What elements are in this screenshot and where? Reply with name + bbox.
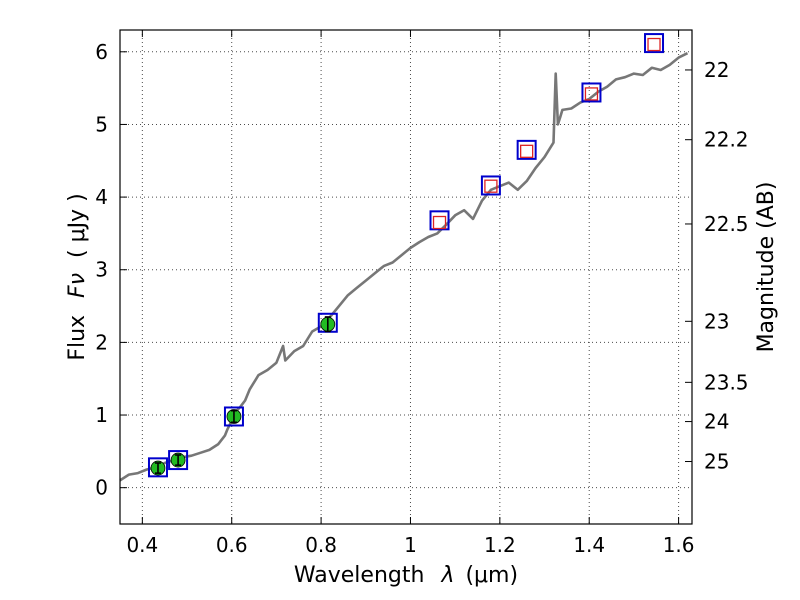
model-photometry-marker bbox=[581, 82, 602, 103]
x-axis-label-unit: (μm) bbox=[465, 563, 518, 588]
plot-frame bbox=[119, 29, 693, 525]
upper-limit-marker bbox=[432, 215, 447, 230]
axis-ticks bbox=[120, 30, 692, 524]
y-tick-label: 1 bbox=[95, 403, 108, 427]
y-tick-label: 3 bbox=[95, 258, 108, 282]
y-tick-label: 0 bbox=[95, 476, 108, 500]
y2-tick-label: 24 bbox=[704, 410, 729, 434]
upper-limit-marker bbox=[484, 179, 498, 193]
tick-labels: 0.4 0.6 0.8 1 1.2 1.4 1.601234562222.222.52323… bbox=[95, 40, 748, 557]
model-photometry-marker bbox=[168, 450, 189, 471]
model-photometry-marker bbox=[223, 406, 244, 427]
y-axis-label: Flux Fν ( μJy ) bbox=[65, 193, 90, 360]
y-axis-label-main: Flux bbox=[65, 315, 90, 361]
y-tick-label: 5 bbox=[95, 112, 108, 136]
x-axis-label: Wavelength λ (μm) bbox=[294, 563, 518, 588]
x-tick-label: 0.8 bbox=[305, 533, 337, 557]
y-tick-label: 4 bbox=[95, 185, 108, 209]
upper-limit-marker bbox=[584, 87, 599, 101]
y-axis-label-unit: ( μJy ) bbox=[65, 193, 90, 258]
upper-limit-marker bbox=[647, 37, 661, 52]
y2-tick-label: 23 bbox=[704, 309, 729, 333]
y2-tick-label: 22 bbox=[704, 58, 729, 82]
x-tick-label: 1.2 bbox=[484, 533, 516, 557]
y-tick-label: 2 bbox=[95, 330, 108, 354]
x-axis-label-main: Wavelength bbox=[294, 563, 425, 588]
y2-axis-label: Magnitude (AB) bbox=[754, 182, 779, 353]
y2-tick-label: 22.5 bbox=[704, 212, 749, 236]
model-photometry-marker bbox=[644, 33, 665, 54]
model-photometry-marker bbox=[480, 175, 501, 196]
x-tick-label: 1 bbox=[404, 533, 417, 557]
upper-limit-marker bbox=[520, 144, 534, 158]
x-tick-label: 0.4 bbox=[126, 533, 158, 557]
x-axis-label-symbol: λ bbox=[440, 563, 454, 588]
x-tick-label: 0.6 bbox=[216, 533, 248, 557]
spectrum-line bbox=[119, 52, 689, 482]
y-tick-label: 6 bbox=[95, 40, 108, 64]
x-tick-label: 1.6 bbox=[663, 533, 695, 557]
grid-lines bbox=[120, 30, 692, 524]
x-tick-label: 1.4 bbox=[573, 533, 605, 557]
y2-tick-label: 22.2 bbox=[704, 128, 749, 152]
y2-tick-label: 23.5 bbox=[704, 370, 749, 394]
spectrum-line-group bbox=[119, 52, 689, 482]
model-photometry-marker bbox=[147, 457, 168, 478]
photometry-points bbox=[147, 33, 665, 478]
model-photometry-marker bbox=[516, 139, 537, 160]
y-axis-label-symbol: Fν bbox=[65, 273, 90, 298]
y2-tick-label: 25 bbox=[704, 450, 729, 474]
model-photometry-marker bbox=[429, 210, 450, 231]
